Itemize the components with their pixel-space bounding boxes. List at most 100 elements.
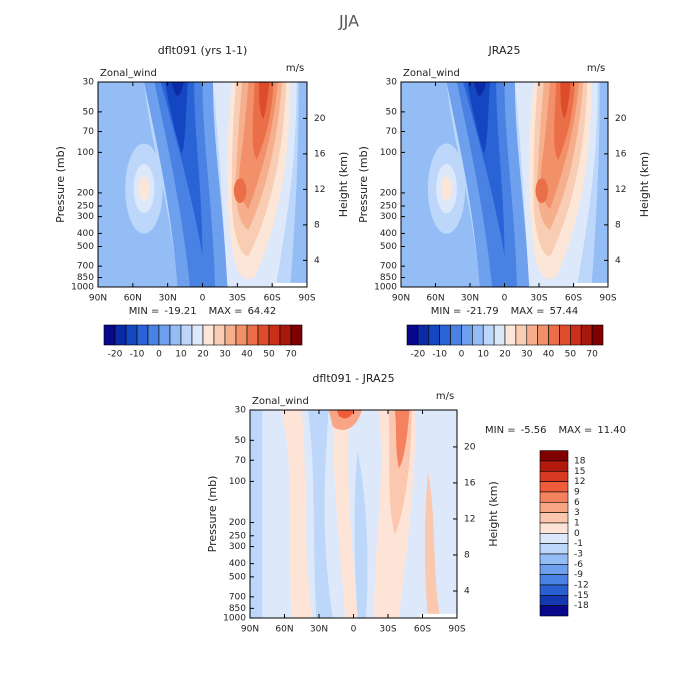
colorbar-label: -12 <box>574 580 589 590</box>
units-label: m/s <box>286 63 304 74</box>
y2-tick-label: 20 <box>314 114 326 124</box>
x-tick-label: 90S <box>599 294 616 304</box>
colorbar-label: 15 <box>574 467 585 477</box>
colorbar-box <box>461 324 473 346</box>
colorbar-box <box>539 491 569 503</box>
colorbar-label: 3 <box>574 508 580 518</box>
colorbar-box <box>537 324 549 346</box>
y2-tick-label: 4 <box>464 586 470 596</box>
variable-label: Zonal_wind <box>252 396 309 407</box>
contour-field <box>98 82 307 287</box>
colorbar-box <box>539 450 569 462</box>
x-tick-label: 30N <box>461 294 479 304</box>
colorbar-box <box>526 324 538 346</box>
y2-tick-label: 16 <box>314 149 326 159</box>
x-tick-label: 90S <box>448 625 465 635</box>
colorbar-box <box>246 324 259 346</box>
y2-tick-label: 8 <box>464 550 470 560</box>
y-axis-title: Pressure (mb) <box>206 476 219 553</box>
max-value: 11.40 <box>597 425 626 436</box>
y2-tick-label: 12 <box>615 185 626 195</box>
colorbar-box <box>539 553 569 565</box>
colorbar-box <box>539 574 569 586</box>
colorbar-box <box>257 324 270 346</box>
stat-label: MAX = <box>559 425 593 436</box>
min-max: MIN = -21.79 MAX = 57.44 <box>431 306 578 317</box>
units-label: m/s <box>436 391 454 402</box>
y-tick-label: 100 <box>77 148 94 158</box>
y2-axis-title: Height (km) <box>487 481 500 547</box>
x-tick-label: 60N <box>426 294 444 304</box>
colorbar-box <box>539 512 569 524</box>
y-tick-label: 200 <box>380 188 397 198</box>
x-tick-label: 0 <box>200 294 206 304</box>
colorbar-label: 12 <box>574 477 585 487</box>
y-tick-label: 250 <box>380 201 397 211</box>
y-tick-label: 30 <box>386 78 398 88</box>
y-tick-label: 70 <box>386 127 398 137</box>
y-axis-title: Pressure (mb) <box>357 146 370 223</box>
y2-tick-label: 12 <box>464 514 475 524</box>
colorbar-box <box>539 470 569 482</box>
colorbar-box <box>515 324 528 346</box>
y-tick-label: 200 <box>77 188 94 198</box>
colorbar-label: 70 <box>285 350 297 360</box>
colorbar-box <box>103 324 116 346</box>
x-tick-label: 60S <box>264 294 281 304</box>
colorbar-label: 40 <box>241 350 253 360</box>
y-tick-label: 300 <box>77 212 94 222</box>
colorbar-box <box>539 564 569 575</box>
colorbar-label: 20 <box>197 350 209 360</box>
min-value: -5.56 <box>521 425 547 436</box>
y2-tick-label: 20 <box>615 114 627 124</box>
colorbar-box <box>125 324 138 346</box>
colorbar-box <box>559 324 571 346</box>
colorbar-label: 40 <box>543 350 555 360</box>
panel-title: dflt091 (yrs 1-1) <box>158 44 248 57</box>
y2-axis-title: Height (km) <box>638 152 651 218</box>
colorbar-box <box>504 324 517 346</box>
y-tick-label: 100 <box>380 148 397 158</box>
colorbar-label: 50 <box>565 350 577 360</box>
y2-tick-label: 20 <box>464 442 476 452</box>
y2-tick-label: 8 <box>314 220 320 230</box>
min-max: MIN = -5.56 MAX = 11.40 <box>485 425 626 436</box>
y2-tick-label: 12 <box>314 185 325 195</box>
y-tick-label: 50 <box>235 436 247 446</box>
y-tick-label: 70 <box>83 127 95 137</box>
colorbar-label: 1 <box>574 518 580 528</box>
contour-field <box>401 82 608 287</box>
colorbar-box <box>450 324 462 346</box>
y2-tick-label: 8 <box>615 220 621 230</box>
colorbar-label: 6 <box>574 498 580 508</box>
colorbar-label: 0 <box>574 529 580 539</box>
y-tick-label: 250 <box>229 531 246 541</box>
y2-tick-label: 4 <box>615 256 621 266</box>
colorbar-box <box>591 324 604 346</box>
colorbar-box <box>158 324 171 346</box>
colorbar-box <box>235 324 248 346</box>
x-tick-label: 30S <box>379 625 396 635</box>
colorbar-box <box>202 324 215 346</box>
stat-label: MIN = <box>485 425 516 436</box>
colorbar-label: 10 <box>175 350 187 360</box>
colorbar-label: -1 <box>574 539 583 549</box>
y-tick-label: 850 <box>77 273 94 283</box>
y-tick-label: 500 <box>229 572 246 582</box>
x-tick-label: 0 <box>502 294 508 304</box>
y-tick-label: 30 <box>235 406 247 416</box>
y-tick-label: 1000 <box>223 614 246 624</box>
colorbar-label: 30 <box>521 350 533 360</box>
colorbar-label: -3 <box>574 549 583 559</box>
colorbar-box <box>539 522 569 534</box>
y2-tick-label: 16 <box>464 478 476 488</box>
y2-tick-label: 4 <box>314 256 320 266</box>
y-tick-label: 850 <box>229 604 246 614</box>
x-tick-label: 30S <box>530 294 547 304</box>
y2-tick-label: 16 <box>615 149 627 159</box>
colorbar-label: -6 <box>574 560 583 570</box>
x-tick-label: 30N <box>159 294 177 304</box>
colorbar-box <box>224 324 237 346</box>
colorbar-box <box>539 543 569 555</box>
